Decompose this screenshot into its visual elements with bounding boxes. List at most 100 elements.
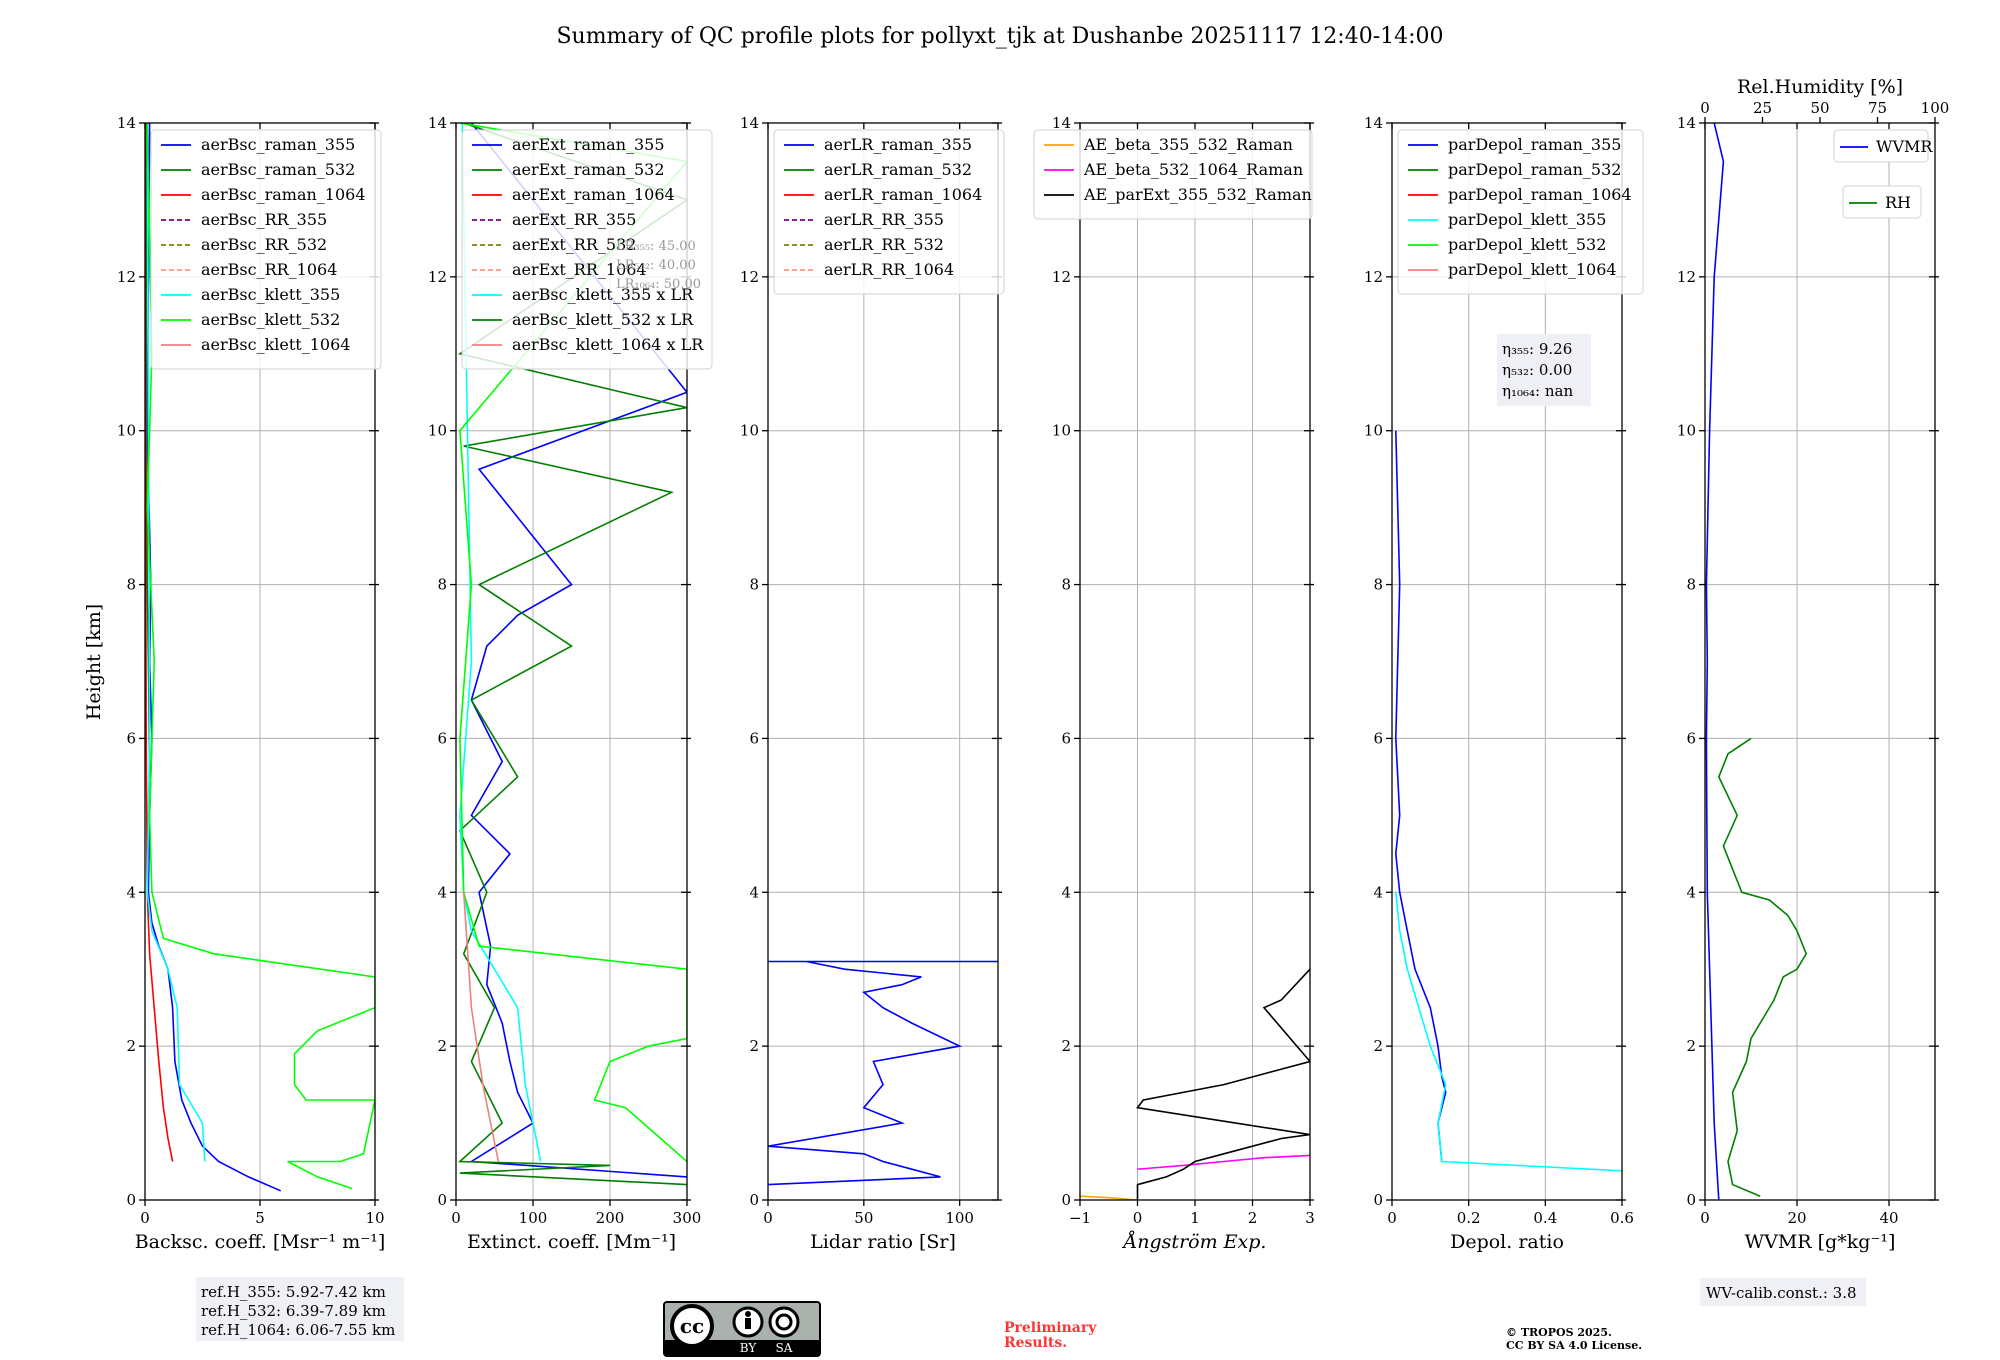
x-tick-label: 0	[451, 1209, 461, 1227]
x-tick-label: 100	[519, 1209, 548, 1227]
x-tick-label: 40	[1879, 1209, 1898, 1227]
y-tick-label: 6	[437, 729, 447, 747]
y-tick-label: 0	[1686, 1191, 1696, 1209]
eta-box	[1497, 334, 1591, 406]
axes-frame	[455, 122, 688, 1201]
legend-box	[150, 129, 382, 370]
legend: aerBsc_raman_355 aerBsc_raman_532 aerBsc_r…	[150, 129, 382, 370]
series-line-RH	[1717, 737, 1808, 1197]
legend-label: parDepol_raman_355	[1448, 135, 1621, 154]
x-axis-label: Extinct. coeff. [Mm⁻¹]	[467, 1231, 676, 1253]
legend-label: aerBsc_raman_532	[201, 160, 355, 179]
legend-label: aerLR_RR_1064	[824, 260, 954, 279]
x-tick-label: 2	[1248, 1209, 1258, 1227]
x-tick-label: 0	[1133, 1209, 1143, 1227]
legend: AE_beta_355_532_Raman AE_beta_532_1064_Ra…	[1033, 129, 1313, 220]
legend-box	[1397, 129, 1644, 295]
cc-license-badge[interactable]: cc BY SA	[663, 1301, 821, 1357]
legend-label: aerBsc_klett_355	[201, 285, 340, 304]
y-tick-label: 4	[749, 883, 759, 901]
top-x-tick-label: 100	[1921, 99, 1950, 117]
preliminary-label-line1: Preliminary	[1004, 1320, 1097, 1336]
y-tick-label: 10	[1364, 422, 1383, 440]
legend-label: aerExt_RR_1064	[512, 260, 647, 279]
y-tick-label: 4	[437, 883, 447, 901]
legend-label: aerBsc_klett_1064	[201, 335, 350, 354]
legend-label: aerBsc_klett_532	[201, 310, 340, 329]
legend-label: aerExt_raman_355	[512, 135, 665, 154]
series-line-aerBsc_raman_1064	[145, 123, 174, 1162]
top-axis-label: Rel.Humidity [%]	[1737, 76, 1903, 98]
y-tick-label: 2	[749, 1037, 759, 1055]
ref-height-355: ref.H_355: 5.92-7.42 km	[201, 1283, 386, 1301]
legend-label: aerBsc_RR_1064	[201, 260, 337, 279]
legend-box-wvmr	[1833, 129, 1929, 163]
panel-depolarization: 0 0.2 0.4 0.6 0 2 4 6 8 10 12 14 Depol. ratio parDepo…	[1364, 114, 1644, 1253]
series-line-aerExt_raman_532	[457, 123, 687, 1186]
series-line-aerBsc_klett_532	[146, 123, 375, 1190]
preliminary-label-line2: Results.	[1004, 1335, 1067, 1351]
legend-label: aerBsc_raman_1064	[201, 185, 366, 204]
x-tick-label: 0.4	[1533, 1209, 1557, 1227]
series-line-aerExt_raman_355	[468, 123, 687, 1178]
legend-label: aerLR_raman_532	[824, 160, 972, 179]
legend-label: aerLR_RR_532	[824, 235, 944, 254]
series-line-aerBsc_klett_355 x LR	[459, 123, 542, 1162]
legend-label: aerExt_raman_1064	[512, 185, 675, 204]
copyright-line1: © TROPOS 2025.	[1506, 1326, 1612, 1339]
series-line-aerLR_raman_355	[768, 960, 998, 1186]
x-tick-label: 0	[1700, 1209, 1710, 1227]
x-tick-label: 200	[596, 1209, 625, 1227]
y-tick-label: 14	[740, 114, 759, 132]
lr-label: LR₁₀₆₄: 50.00	[616, 277, 701, 292]
cc-icon-text: cc	[680, 1314, 704, 1338]
y-tick-label: 10	[1677, 422, 1696, 440]
y-tick-label: 4	[1061, 883, 1071, 901]
y-tick-label: 12	[1677, 268, 1696, 286]
x-axis-label: Ångström Exp.	[1122, 1231, 1267, 1253]
legend-label: aerBsc_RR_355	[201, 210, 327, 229]
y-tick-label: 8	[1061, 576, 1071, 594]
top-x-tick-label: 25	[1753, 99, 1772, 117]
legend-box-rh	[1842, 185, 1922, 219]
series-line-WVMR	[1705, 123, 1725, 1200]
ref-height-1064: ref.H_1064: 6.06-7.55 km	[201, 1321, 395, 1339]
wv-calib-label: WV-calib.const.: 3.8	[1706, 1284, 1857, 1302]
sa-icon	[768, 1306, 800, 1338]
legend-label: aerExt_RR_355	[512, 210, 636, 229]
x-tick-label: 0.2	[1457, 1209, 1481, 1227]
series-line-aerBsc_klett_1064 x LR	[462, 892, 500, 1162]
cc-icon	[670, 1304, 714, 1348]
legend-label: parDepol_klett_355	[1448, 210, 1606, 229]
series-line-AE_beta_532_1064_Raman	[1137, 1154, 1310, 1170]
series-line-parDepol_raman_355	[1394, 430, 1447, 1162]
series-line-AE_beta_355_532_Raman	[1080, 1195, 1138, 1200]
top-x-tick-label: 50	[1810, 99, 1829, 117]
copyright-line2: CC BY SA 4.0 License.	[1506, 1339, 1642, 1352]
series-group	[457, 123, 687, 1186]
eta-label: η₁₀₆₄: nan	[1502, 382, 1573, 400]
legend-label: AE_parExt_355_532_Raman	[1083, 185, 1312, 204]
x-tick-label: −1	[1069, 1209, 1091, 1227]
legend: aerExt_raman_355 aerExt_raman_532 aerExt_r…	[461, 129, 713, 370]
y-tick-label: 8	[126, 576, 136, 594]
series-group	[768, 960, 998, 1186]
x-tick-label: 100	[945, 1209, 974, 1227]
y-tick-label: 8	[1686, 576, 1696, 594]
y-tick-label: 8	[749, 576, 759, 594]
y-tick-label: 12	[1364, 268, 1383, 286]
legend-label: aerLR_raman_1064	[824, 185, 982, 204]
x-tick-label: 0	[763, 1209, 773, 1227]
y-tick-label: 4	[1686, 883, 1696, 901]
y-tick-label: 2	[1373, 1037, 1383, 1055]
sa-label: SA	[776, 1341, 793, 1355]
x-tick-label: 0	[1387, 1209, 1397, 1227]
x-axis-label: Backsc. coeff. [Msr⁻¹ m⁻¹]	[135, 1231, 386, 1253]
y-tick-label: 12	[117, 268, 136, 286]
x-tick-label: 5	[255, 1209, 265, 1227]
figure-title: Summary of QC profile plots for pollyxt_…	[556, 24, 1443, 49]
y-tick-label: 0	[749, 1191, 759, 1209]
legend-box	[773, 129, 1005, 295]
legend-label: AE_beta_532_1064_Raman	[1083, 160, 1303, 179]
